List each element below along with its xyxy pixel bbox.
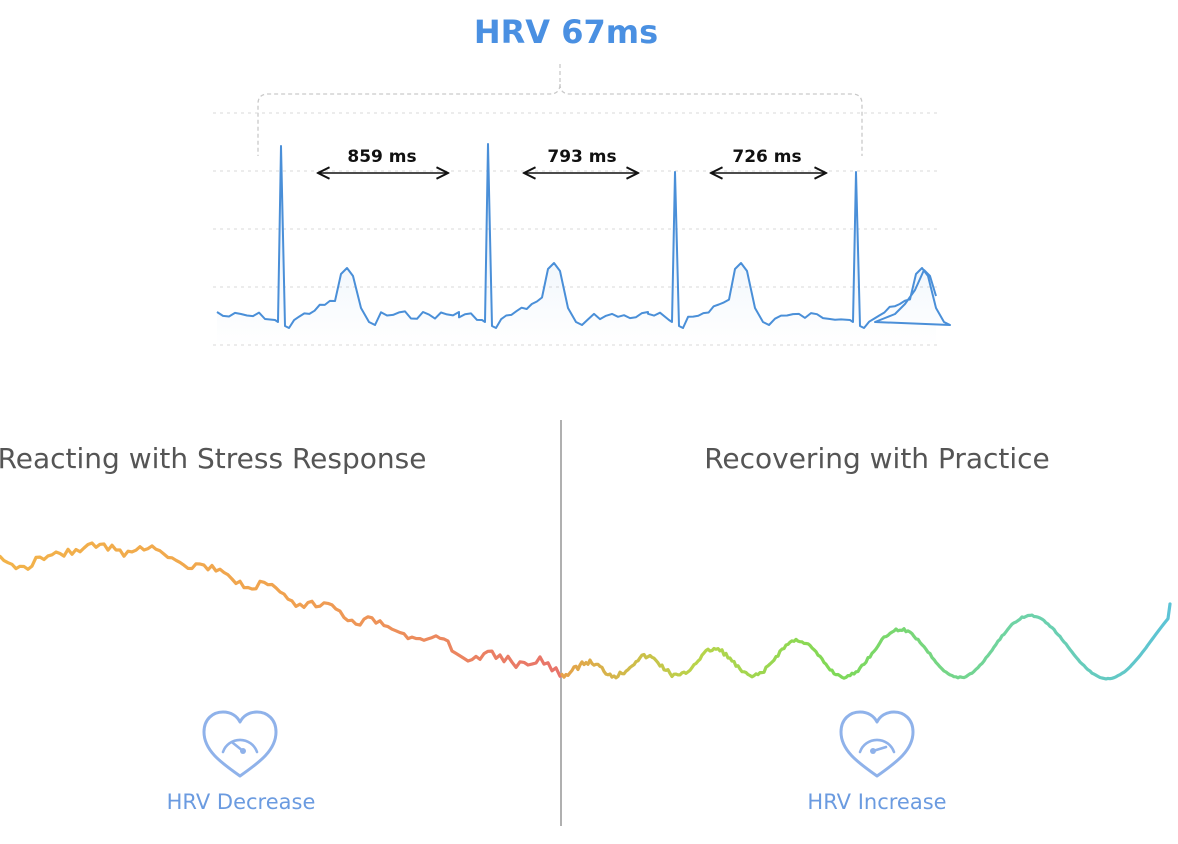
stress-hrv-curve: [0, 541, 562, 678]
recovery-hrv-curve: [560, 602, 1172, 681]
interval-3: 726 ms: [711, 147, 826, 173]
right-panel-caption: HRV Increase: [807, 790, 946, 814]
left-panel-heading: Reacting with Stress Response: [0, 442, 426, 475]
interval-label: 726 ms: [732, 147, 801, 167]
interval-label: 859 ms: [347, 147, 416, 167]
interval-1: 859 ms: [318, 147, 448, 173]
ecg-area-fill: [217, 144, 950, 345]
interval-bracket: [257, 64, 863, 156]
interval-2: 793 ms: [524, 147, 638, 173]
ecg-trace: [216, 143, 951, 329]
interval-label: 793 ms: [547, 147, 616, 167]
right-panel-heading: Recovering with Practice: [704, 442, 1050, 475]
heart-gauge-icon: [202, 710, 278, 778]
heart-gauge-icon: [839, 710, 915, 778]
hrv-title: HRV 67ms: [474, 13, 658, 51]
left-panel-caption: HRV Decrease: [167, 790, 316, 814]
